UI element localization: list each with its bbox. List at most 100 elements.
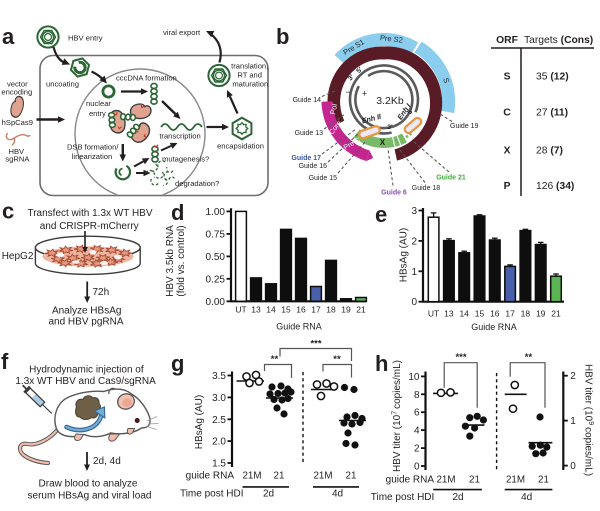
svg-text:21: 21 — [346, 471, 357, 482]
svg-text:**: ** — [525, 352, 533, 363]
svg-text:4d: 4d — [521, 492, 532, 503]
svg-text:and HBV pgRNA: and HBV pgRNA — [48, 317, 123, 328]
svg-text:Enh II: Enh II — [361, 111, 383, 125]
svg-text:**: ** — [271, 354, 279, 365]
svg-text:X: X — [504, 146, 511, 157]
svg-text:encapsidation: encapsidation — [217, 142, 264, 151]
svg-text:14: 14 — [459, 309, 469, 319]
svg-text:2d, 4d: 2d, 4d — [93, 456, 121, 467]
svg-text:Guide 13: Guide 13 — [295, 130, 324, 137]
svg-text:28 (7): 28 (7) — [536, 146, 563, 157]
svg-text:Guide 18: Guide 18 — [412, 185, 441, 192]
svg-text:2d: 2d — [263, 489, 274, 500]
svg-text:21M: 21M — [436, 475, 455, 486]
svg-text:P: P — [504, 181, 511, 192]
svg-text:(fold vs. control): (fold vs. control) — [176, 225, 187, 296]
svg-text:Time post HDI: Time post HDI — [180, 489, 244, 500]
svg-text:e: e — [375, 202, 387, 227]
svg-text:17: 17 — [505, 309, 515, 319]
svg-text:13: 13 — [444, 309, 454, 319]
svg-text:UT: UT — [235, 305, 246, 315]
svg-text:0.00: 0.00 — [206, 297, 226, 308]
svg-text:degradation?: degradation? — [175, 179, 219, 188]
svg-text:1: 1 — [570, 416, 576, 427]
svg-text:Targets (Cons): Targets (Cons) — [524, 35, 593, 46]
svg-text:cccDNA formation: cccDNA formation — [116, 74, 177, 83]
svg-text:1.3x WT HBV and Cas9/sgRNA: 1.3x WT HBV and Cas9/sgRNA — [15, 376, 156, 387]
svg-text:0.25: 0.25 — [206, 274, 226, 285]
svg-text:0: 0 — [570, 461, 576, 472]
svg-text:−: − — [345, 87, 350, 97]
svg-text:S: S — [441, 77, 451, 84]
svg-text:***: *** — [310, 339, 321, 350]
svg-text:Pol: Pol — [328, 103, 339, 116]
svg-text:Hydrodynamic injection of: Hydrodynamic injection of — [29, 365, 144, 376]
svg-text:HBsAg (AU): HBsAg (AU) — [194, 395, 205, 449]
svg-text:f: f — [1, 349, 9, 374]
svg-text:18: 18 — [521, 309, 531, 319]
svg-text:linearization: linearization — [72, 152, 113, 161]
svg-text:5′: 5′ — [355, 66, 364, 75]
svg-text:HBV titer (107 copies/mL): HBV titer (107 copies/mL) — [392, 360, 404, 472]
svg-text:hSpCas9: hSpCas9 — [2, 118, 33, 127]
svg-text:and CRISPR-mCherry: and CRISPR-mCherry — [40, 221, 139, 232]
svg-text:Guide 6: Guide 6 — [381, 190, 407, 197]
svg-text:2d: 2d — [452, 492, 463, 503]
svg-text:sgRNA: sgRNA — [5, 155, 30, 164]
svg-text:HBsAg (AU): HBsAg (AU) — [399, 228, 410, 282]
svg-text:transcription: transcription — [159, 132, 200, 141]
svg-text:g: g — [171, 351, 184, 376]
svg-text:21M: 21M — [506, 475, 525, 486]
svg-text:5′: 5′ — [406, 107, 415, 116]
svg-text:Guide 21: Guide 21 — [436, 175, 466, 182]
svg-text:72h: 72h — [93, 287, 110, 298]
svg-text:3.5: 3.5 — [212, 371, 226, 382]
svg-text:b: b — [276, 24, 289, 49]
svg-text:a: a — [2, 24, 15, 49]
svg-text:uncoating: uncoating — [46, 80, 79, 89]
svg-text:Guide 17: Guide 17 — [291, 155, 321, 162]
svg-text:HBV titer (109 copies/mL): HBV titer (109 copies/mL) — [583, 364, 595, 476]
svg-text:viral export: viral export — [163, 28, 201, 37]
svg-text:19: 19 — [536, 309, 546, 319]
svg-text:entry: entry — [89, 109, 106, 118]
svg-text:4: 4 — [414, 426, 420, 437]
svg-text:guide RNA: guide RNA — [186, 471, 235, 482]
svg-text:27 (11): 27 (11) — [536, 108, 568, 119]
svg-text:21: 21 — [551, 309, 561, 319]
svg-text:Analyze HBsAg: Analyze HBsAg — [52, 306, 121, 317]
svg-text:Draw blood to analyze: Draw blood to analyze — [39, 479, 138, 490]
svg-text:X: X — [380, 138, 386, 147]
svg-text:15: 15 — [281, 305, 291, 315]
svg-text:Pre S2: Pre S2 — [379, 33, 403, 45]
svg-text:mutagenesis?: mutagenesis? — [162, 155, 209, 164]
svg-text:18: 18 — [326, 305, 336, 315]
svg-text:h: h — [375, 351, 388, 376]
svg-text:4d: 4d — [332, 489, 343, 500]
svg-text:Time post HDI: Time post HDI — [371, 492, 435, 503]
svg-text:13: 13 — [251, 305, 261, 315]
svg-text:35 (12): 35 (12) — [536, 72, 569, 83]
svg-text:21M: 21M — [313, 471, 332, 482]
svg-text:nuclear: nuclear — [86, 99, 111, 108]
svg-text:19: 19 — [341, 305, 351, 315]
svg-text:3′: 3′ — [347, 73, 356, 82]
svg-text:DSB formation/: DSB formation/ — [67, 143, 119, 152]
svg-text:Guide 16: Guide 16 — [299, 163, 328, 170]
svg-text:ORF: ORF — [496, 35, 518, 46]
svg-text:translation,: translation, — [231, 62, 268, 71]
svg-text:Guide 19: Guide 19 — [450, 123, 479, 130]
svg-text:21: 21 — [356, 305, 366, 315]
svg-text:maturation: maturation — [232, 80, 268, 89]
svg-text:d: d — [171, 200, 184, 225]
svg-text:serum HBsAg and viral load: serum HBsAg and viral load — [28, 491, 152, 502]
svg-text:2: 2 — [411, 236, 417, 247]
svg-text:126 (34): 126 (34) — [536, 181, 574, 192]
svg-text:1.00: 1.00 — [206, 207, 226, 218]
svg-text:guide RNA: guide RNA — [386, 475, 435, 486]
svg-text:21M: 21M — [242, 471, 261, 482]
svg-text:HBV 3.5kb RNA: HBV 3.5kb RNA — [165, 225, 176, 297]
svg-text:2.0: 2.0 — [212, 437, 226, 448]
svg-text:encoding: encoding — [1, 88, 32, 97]
svg-text:***: *** — [455, 352, 466, 363]
